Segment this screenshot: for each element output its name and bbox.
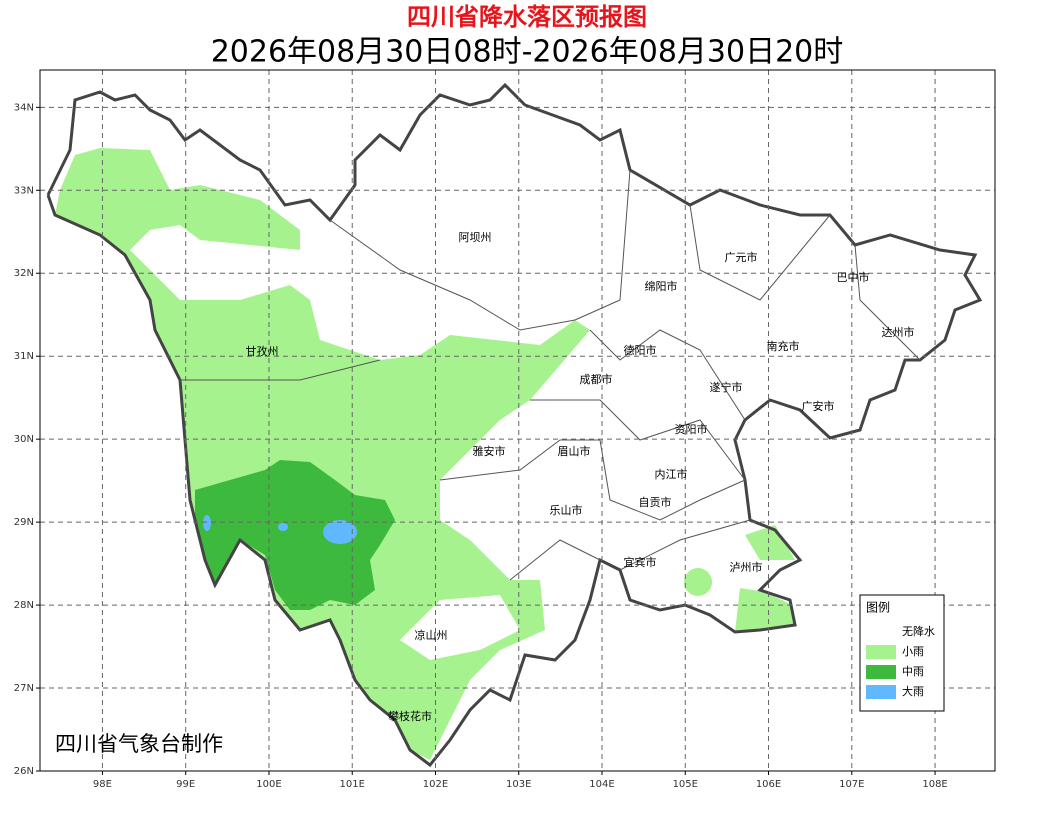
lat-tick-label: 27N (14, 683, 34, 694)
map-frame (39, 69, 996, 772)
city-borders (180, 169, 921, 581)
lon-tick-label: 102E (423, 779, 448, 790)
place-label: 雅安市 (473, 444, 506, 458)
lat-tick-label: 30N (14, 434, 34, 445)
light-rain-area (684, 568, 712, 596)
place-label: 泸州市 (730, 560, 763, 574)
place-label: 广安市 (802, 399, 835, 413)
lon-tick-label: 103E (506, 779, 531, 790)
lon-tick-label: 107E (839, 779, 864, 790)
place-label: 广元市 (725, 250, 758, 264)
place-label: 德阳市 (624, 343, 657, 357)
place-label: 甘孜州 (246, 344, 279, 358)
legend-label: 小雨 (902, 645, 924, 658)
lon-tick-label: 106E (756, 779, 781, 790)
place-label: 资阳市 (675, 422, 708, 436)
legend-swatch (866, 685, 896, 699)
lat-tick-label: 33N (14, 185, 34, 196)
title: 四川省降水落区预报图 (407, 3, 647, 31)
place-label: 攀枝花市 (388, 709, 432, 723)
province-border (46, 82, 983, 768)
legend-title: 图例 (866, 601, 890, 615)
lon-tick-label: 108E (922, 779, 947, 790)
place-label: 自贡市 (639, 495, 672, 509)
place-label: 遂宁市 (710, 380, 743, 394)
legend-label: 大雨 (902, 684, 924, 698)
place-label: 绵阳市 (645, 279, 678, 293)
lon-tick-label: 99E (176, 779, 195, 790)
lat-tick-label: 32N (14, 268, 34, 279)
light-rain-area (745, 525, 795, 560)
legend-swatch (866, 645, 896, 659)
place-label: 成都市 (580, 372, 613, 386)
subtitle: 2026年08月30日08时-2026年08月30日20时 (211, 35, 844, 70)
heavy-rain-area (278, 523, 288, 531)
place-label: 阿坝州 (459, 230, 492, 244)
moderate-rain-area (195, 460, 395, 610)
lon-tick-label: 101E (340, 779, 365, 790)
light-rain-area (735, 588, 795, 632)
place-label: 宜宾市 (624, 555, 657, 569)
lon-tick-label: 104E (589, 779, 614, 790)
lat-tick-label: 34N (14, 102, 34, 113)
credit: 四川省气象台制作 (55, 732, 223, 756)
lon-tick-label: 105E (673, 779, 698, 790)
legend-swatch (866, 665, 896, 679)
place-label: 眉山市 (558, 444, 591, 458)
no-rain-patch (400, 595, 520, 660)
legend-label: 中雨 (902, 665, 924, 678)
map-shapes (46, 82, 983, 768)
lon-tick-label: 100E (256, 779, 281, 790)
legend-swatch (866, 625, 896, 639)
lon-tick-label: 98E (93, 779, 112, 790)
place-label: 乐山市 (550, 503, 583, 517)
labels: 98E 99E 100E 101E 102E 103E 104E 105E 106E 107E 10… (14, 102, 948, 790)
place-label: 凉山州 (415, 628, 448, 642)
place-label: 内江市 (655, 467, 688, 481)
lat-tick-label: 26N (14, 766, 34, 777)
heavy-rain-area (323, 520, 357, 544)
lat-tick-label: 29N (14, 517, 34, 528)
legend-label: 无降水 (902, 624, 935, 638)
place-label: 巴中市 (837, 270, 870, 284)
place-label: 达州市 (882, 325, 915, 339)
place-label: 南充市 (767, 339, 800, 353)
lat-tick-label: 28N (14, 600, 34, 611)
lat-tick-label: 31N (14, 351, 34, 362)
heavy-rain-area (203, 515, 211, 531)
